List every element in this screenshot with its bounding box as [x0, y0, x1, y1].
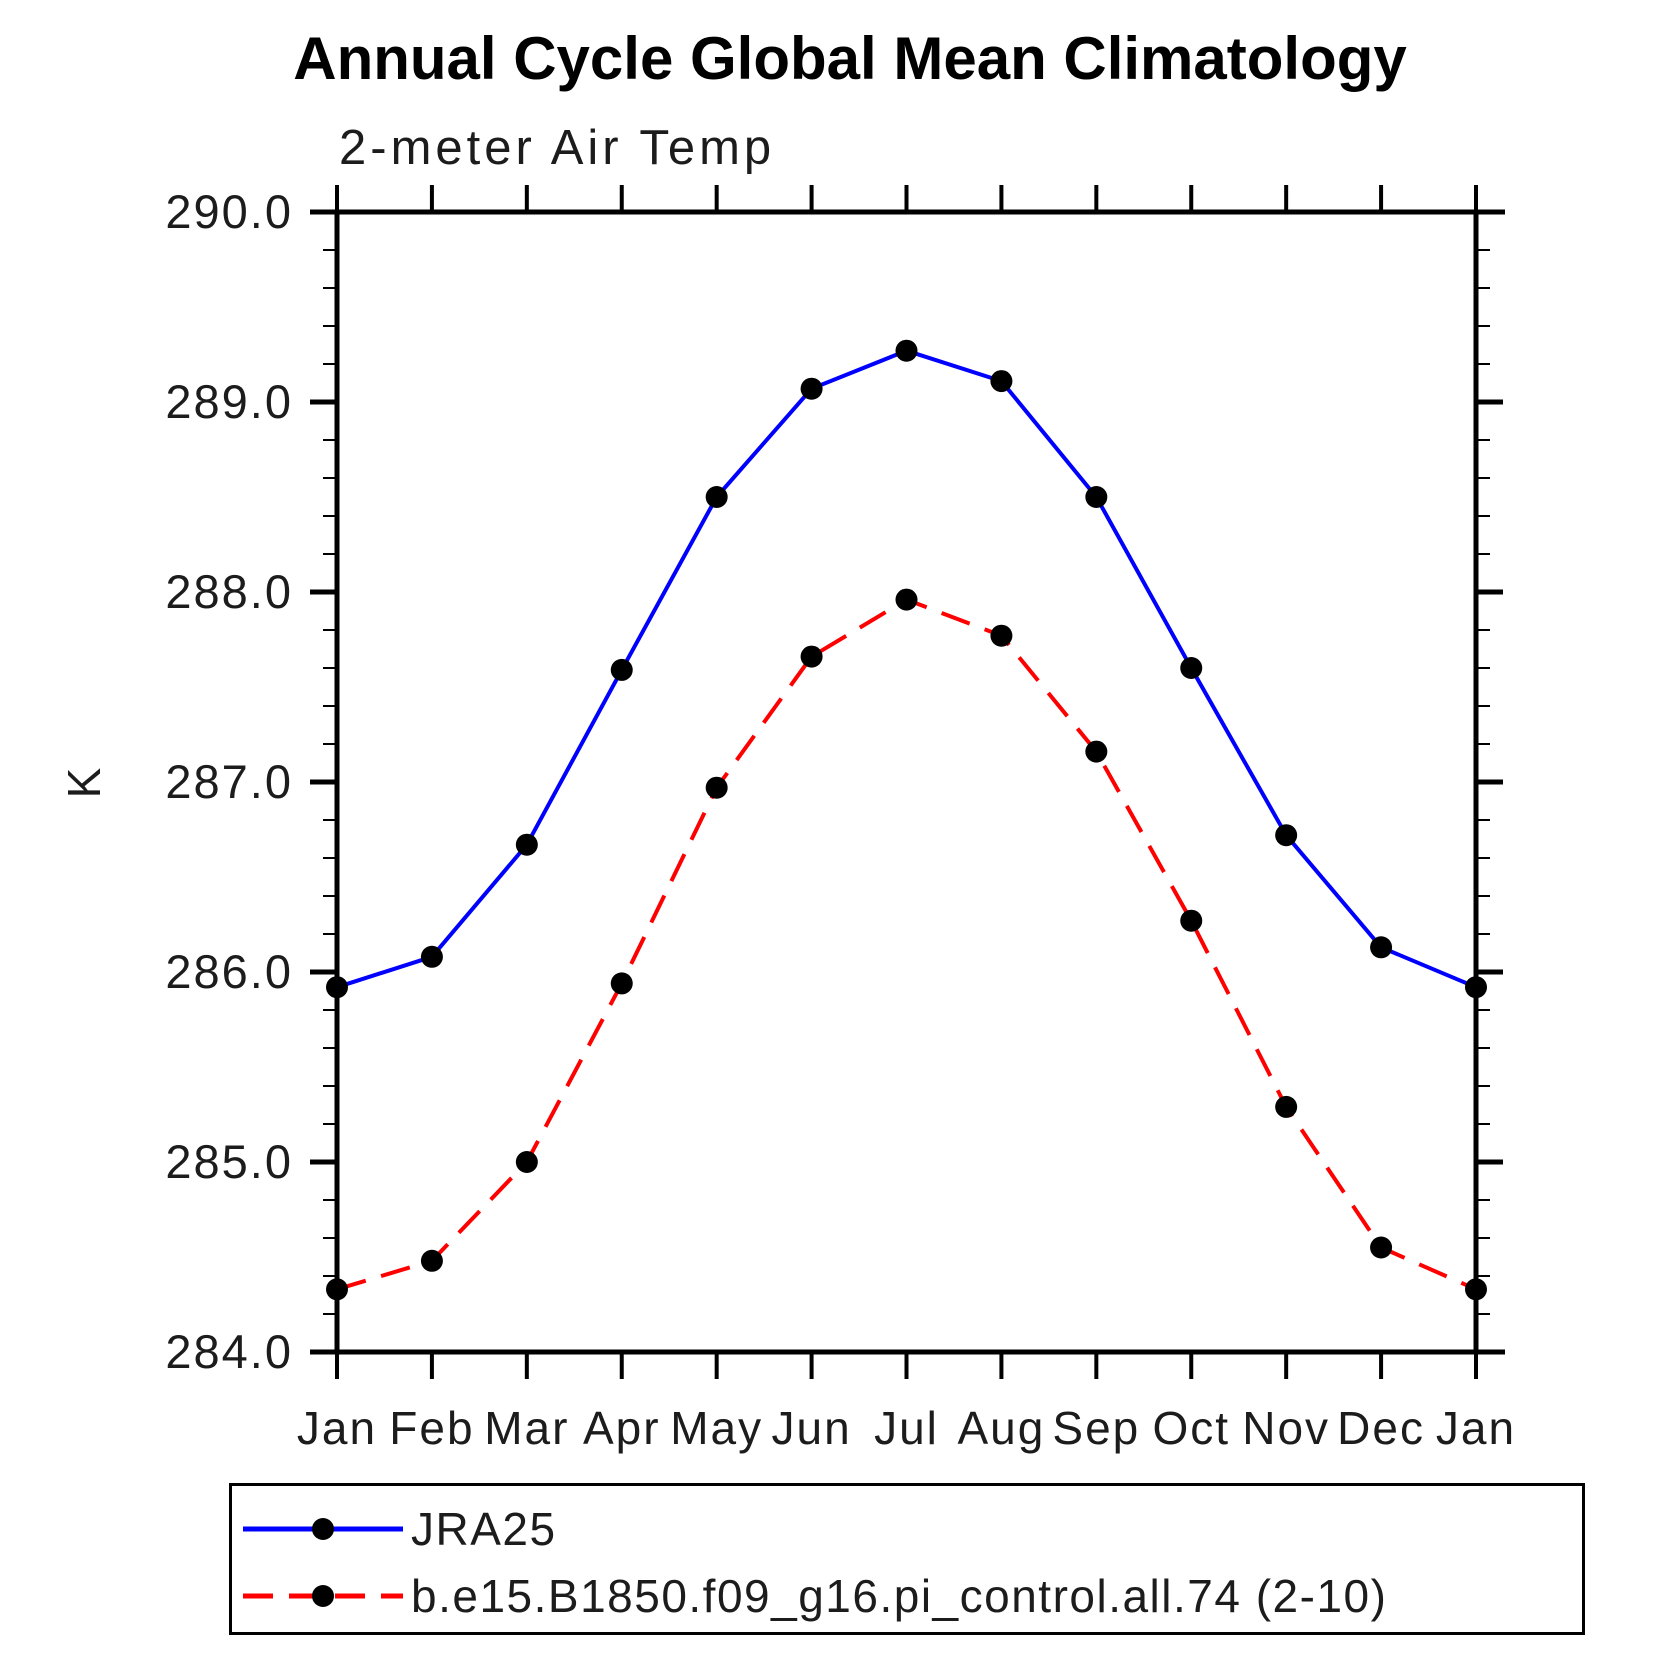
legend-entry-jra25: JRA25 — [237, 1503, 557, 1555]
data-point — [800, 377, 823, 400]
x-tick-label: Sep — [1052, 1402, 1140, 1454]
x-tick-label: May — [670, 1402, 763, 1454]
legend-entry-model: b.e15.B1850.f09_g16.pi_control.all.74 (2… — [237, 1570, 1387, 1622]
data-point — [1085, 740, 1108, 763]
y-tick-label: 289.0 — [165, 375, 293, 428]
data-point — [1085, 486, 1108, 508]
x-tick-label: Nov — [1242, 1402, 1330, 1454]
data-point — [515, 833, 538, 856]
y-tick-label: 288.0 — [165, 565, 293, 618]
data-point — [326, 976, 348, 999]
data-point — [610, 972, 633, 995]
data-point — [1465, 1278, 1487, 1301]
x-tick-label: Oct — [1152, 1402, 1230, 1454]
x-tick-label: Jan — [1436, 1402, 1516, 1454]
data-point — [1275, 824, 1298, 847]
legend-label-jra25: JRA25 — [411, 1503, 557, 1555]
x-tick-label: Mar — [484, 1402, 569, 1454]
x-tick-label: Dec — [1337, 1402, 1425, 1454]
data-point — [990, 624, 1013, 647]
y-tick-label: 285.0 — [165, 1135, 293, 1188]
data-point — [990, 370, 1013, 393]
chart-subtitle: 2-meter Air Temp — [339, 121, 776, 175]
y-tick-label: 290.0 — [165, 185, 293, 238]
y-tick-label: 284.0 — [165, 1325, 293, 1378]
y-axis-label: K — [58, 766, 110, 799]
series-line-0 — [336, 348, 1477, 990]
data-point — [705, 776, 728, 799]
y-tick-label: 287.0 — [165, 755, 293, 808]
data-point — [1370, 1236, 1393, 1259]
data-point — [895, 339, 918, 362]
y-tick-label: 286.0 — [165, 945, 293, 998]
data-point — [800, 645, 823, 668]
data-point — [1275, 1095, 1298, 1118]
data-point — [610, 658, 633, 681]
data-point — [326, 1278, 348, 1301]
data-point — [895, 588, 918, 611]
data-point — [515, 1151, 538, 1173]
data-point — [420, 1249, 443, 1272]
data-point — [420, 945, 443, 968]
x-tick-label: Jun — [771, 1402, 851, 1454]
x-tick-label: Jan — [297, 1402, 377, 1454]
legend-sample-dashed-line-icon — [243, 1585, 403, 1607]
data-point — [1180, 909, 1203, 932]
legend-sample-solid-line-icon — [243, 1518, 403, 1540]
x-tick-label: Jul — [874, 1402, 939, 1454]
x-tick-label: Feb — [389, 1402, 474, 1454]
series-line-1 — [336, 597, 1477, 1292]
data-point — [1370, 936, 1393, 959]
legend-label-model: b.e15.B1850.f09_g16.pi_control.all.74 (2… — [411, 1570, 1388, 1622]
data-point — [1465, 976, 1487, 999]
x-tick-label: Apr — [583, 1402, 661, 1454]
x-tick-label: Aug — [957, 1402, 1045, 1454]
data-point — [705, 486, 728, 508]
legend: JRA25 b.e15.B1850.f09_g16.pi_control.all… — [229, 1483, 1585, 1635]
chart-title: Annual Cycle Global Mean Climatology — [293, 25, 1407, 92]
data-point — [1180, 657, 1203, 679]
